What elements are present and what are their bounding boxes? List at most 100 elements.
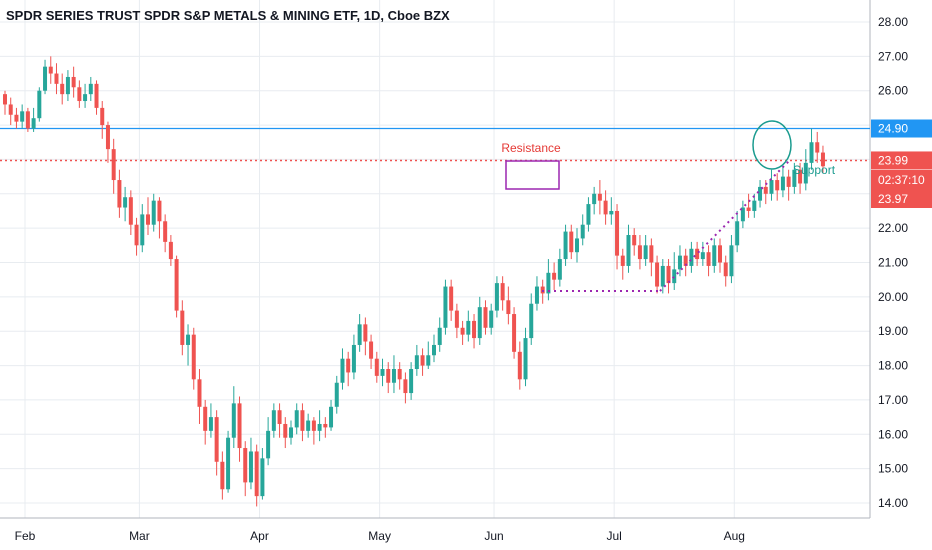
candle-body[interactable] [220,461,225,490]
candle-body[interactable] [740,207,745,222]
candle-body[interactable] [809,142,814,163]
candle-body[interactable] [3,94,7,105]
candle-body[interactable] [71,76,76,88]
candle-body[interactable] [466,320,471,335]
candle-body[interactable] [820,152,825,167]
candle-body[interactable] [792,169,797,187]
candle-body[interactable] [65,76,70,95]
candle-body[interactable] [254,451,259,497]
candle-body[interactable] [346,358,351,373]
candle-body[interactable] [363,324,368,342]
candle-body[interactable] [146,214,150,225]
candle-body[interactable] [666,265,671,284]
candle-body[interactable] [266,430,271,459]
candle-body[interactable] [517,351,522,380]
candle-body[interactable] [294,410,299,428]
candle-body[interactable] [128,197,133,225]
candle-body[interactable] [8,104,13,115]
candle-body[interactable] [111,149,116,181]
candle-body[interactable] [151,200,156,225]
candle-body[interactable] [454,310,459,328]
candle-body[interactable] [477,307,482,339]
candle-body[interactable] [77,87,82,102]
candle-body[interactable] [546,272,551,294]
candle-body[interactable] [512,314,517,352]
candle-body[interactable] [660,265,665,287]
candle-body[interactable] [105,125,110,150]
candle-body[interactable] [277,410,282,424]
candle-body[interactable] [460,327,465,335]
candle-body[interactable] [786,176,791,187]
candle-body[interactable] [340,358,345,383]
candle-body[interactable] [317,423,322,431]
candle-body[interactable] [180,310,185,345]
candle-body[interactable] [489,310,494,328]
candle-body[interactable] [357,324,362,345]
candle-body[interactable] [88,83,93,95]
candle-body[interactable] [586,204,591,225]
candle-body[interactable] [231,403,236,438]
candle-body[interactable] [226,437,231,490]
candle-body[interactable] [48,66,53,74]
candle-body[interactable] [123,197,128,208]
candle-body[interactable] [540,286,545,294]
candle-body[interactable] [695,248,700,260]
candle-body[interactable] [403,379,408,394]
candle-body[interactable] [117,180,122,208]
candle-body[interactable] [197,379,202,407]
candle-body[interactable] [534,286,539,304]
candle-body[interactable] [643,245,648,260]
candle-body[interactable] [752,200,757,211]
candle-body[interactable] [575,238,579,253]
candle-body[interactable] [380,369,385,376]
candle-body[interactable] [637,245,642,260]
candle-body[interactable] [735,221,740,246]
candle-body[interactable] [723,262,728,277]
candle-body[interactable] [758,186,763,201]
candle-body[interactable] [168,241,173,260]
candle-body[interactable] [191,334,196,380]
candle-body[interactable] [409,369,414,394]
candle-body[interactable] [763,186,768,194]
candle-body[interactable] [615,210,620,256]
candle-body[interactable] [94,83,99,108]
candle-body[interactable] [134,224,139,246]
candle-body[interactable] [432,344,436,356]
candle-body[interactable] [597,193,602,201]
candle-body[interactable] [815,142,820,153]
candle-body[interactable] [237,403,242,449]
candle-body[interactable] [306,420,311,431]
candle-body[interactable] [25,111,30,129]
candle-body[interactable] [174,259,179,311]
candle-body[interactable] [414,355,419,370]
candle-body[interactable] [43,66,48,91]
candle-body[interactable] [214,417,219,462]
candle-body[interactable] [334,382,339,407]
candle-body[interactable] [683,255,688,266]
candle-body[interactable] [300,410,305,431]
candle-body[interactable] [718,245,722,263]
candle-body[interactable] [391,369,396,383]
candle-body[interactable] [563,231,568,260]
candle-body[interactable] [163,221,168,242]
candle-body[interactable] [472,320,477,339]
candle-body[interactable] [83,94,88,102]
candle-body[interactable] [248,451,253,483]
candle-body[interactable] [803,162,808,184]
candle-body[interactable] [700,252,705,260]
candle-body[interactable] [655,262,660,287]
candle-body[interactable] [100,107,105,126]
candle-body[interactable] [186,334,191,345]
candle-body[interactable] [649,245,654,263]
candle-body[interactable] [603,200,608,215]
candle-body[interactable] [672,269,677,284]
candle-body[interactable] [712,245,717,266]
candle-body[interactable] [397,369,402,380]
candle-body[interactable] [323,423,328,428]
candle-body[interactable] [426,355,431,366]
candle-body[interactable] [592,193,597,205]
candle-body[interactable] [689,248,694,266]
candle-body[interactable] [140,214,145,246]
candle-body[interactable] [14,114,19,122]
candle-body[interactable] [374,358,379,376]
